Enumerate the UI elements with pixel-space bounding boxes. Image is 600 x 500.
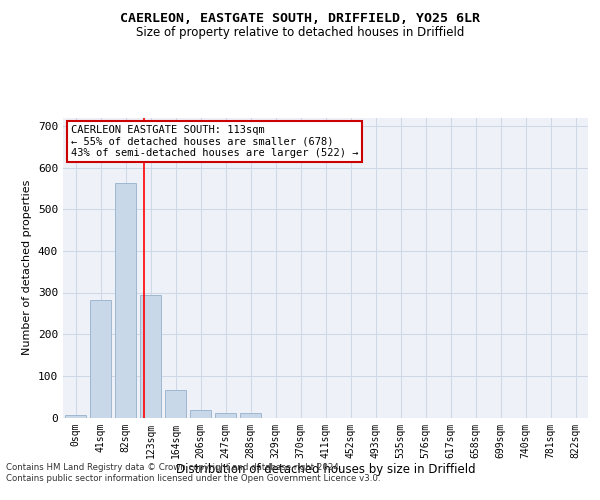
Bar: [190, 410, 211, 418]
Bar: [165, 390, 186, 417]
Bar: [115, 183, 136, 418]
Text: CAERLEON, EASTGATE SOUTH, DRIFFIELD, YO25 6LR: CAERLEON, EASTGATE SOUTH, DRIFFIELD, YO2…: [120, 12, 480, 26]
Text: Size of property relative to detached houses in Driffield: Size of property relative to detached ho…: [136, 26, 464, 39]
Bar: [90, 300, 111, 418]
Y-axis label: Number of detached properties: Number of detached properties: [22, 180, 32, 355]
Text: Contains public sector information licensed under the Open Government Licence v3: Contains public sector information licen…: [6, 474, 380, 483]
Text: Contains HM Land Registry data © Crown copyright and database right 2024.: Contains HM Land Registry data © Crown c…: [6, 462, 341, 471]
Text: CAERLEON EASTGATE SOUTH: 113sqm
← 55% of detached houses are smaller (678)
43% o: CAERLEON EASTGATE SOUTH: 113sqm ← 55% of…: [71, 125, 358, 158]
X-axis label: Distribution of detached houses by size in Driffield: Distribution of detached houses by size …: [176, 463, 475, 476]
Bar: [140, 296, 161, 418]
Bar: [65, 414, 86, 418]
Bar: [240, 414, 261, 418]
Bar: [215, 412, 236, 418]
